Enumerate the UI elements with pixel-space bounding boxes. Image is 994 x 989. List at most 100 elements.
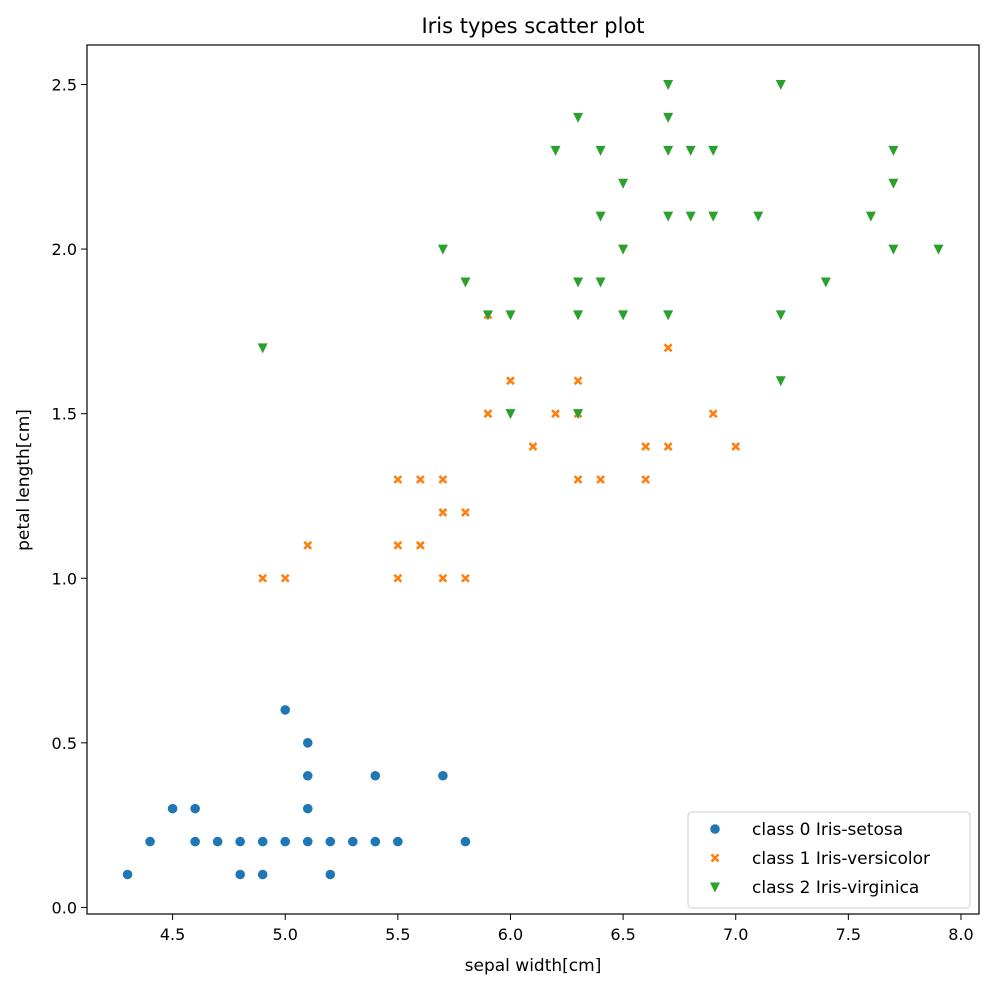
data-point bbox=[257, 343, 268, 354]
data-point bbox=[888, 178, 899, 189]
data-point bbox=[753, 211, 764, 222]
y-axis-label: petal length[cm] bbox=[14, 409, 34, 551]
data-point bbox=[775, 80, 786, 90]
data-point bbox=[641, 442, 651, 452]
x-tick-label: 5.0 bbox=[272, 925, 297, 944]
y-tick-label: 1.0 bbox=[52, 569, 77, 588]
data-point bbox=[461, 507, 470, 517]
data-point bbox=[775, 310, 786, 321]
legend: class 0 Iris-setosa class 1 Iris-versicol… bbox=[687, 811, 971, 909]
x-axis: 4.5 5.0 5.5 6.0 6.5 7.0 7.5 8.0 bbox=[160, 914, 974, 944]
data-point bbox=[438, 475, 448, 484]
data-point bbox=[437, 244, 448, 255]
data-point bbox=[573, 475, 583, 484]
data-point bbox=[641, 475, 651, 484]
plot-area bbox=[87, 45, 979, 914]
y-tick-label: 2.5 bbox=[52, 76, 77, 95]
data-point bbox=[663, 211, 674, 222]
data-point bbox=[595, 277, 606, 288]
data-point bbox=[303, 540, 313, 550]
x-tick-label: 6.5 bbox=[610, 925, 635, 944]
legend-marker bbox=[710, 824, 720, 834]
data-point bbox=[280, 705, 291, 715]
data-point bbox=[708, 145, 719, 156]
x-tick-label: 7.0 bbox=[723, 925, 748, 944]
data-point bbox=[505, 310, 516, 321]
data-point bbox=[708, 211, 719, 222]
series-2 bbox=[257, 80, 944, 420]
x-tick-label: 7.5 bbox=[836, 925, 861, 944]
data-point bbox=[663, 310, 674, 321]
data-point bbox=[663, 442, 673, 452]
data-point bbox=[438, 770, 448, 781]
x-tick-label: 4.5 bbox=[160, 925, 185, 944]
data-point bbox=[347, 836, 358, 847]
data-point bbox=[370, 836, 381, 847]
data-point bbox=[167, 803, 178, 814]
data-point bbox=[258, 573, 268, 583]
data-point bbox=[482, 310, 493, 321]
data-point bbox=[370, 770, 381, 781]
data-point bbox=[393, 573, 403, 583]
chart-title: Iris types scatter plot bbox=[421, 14, 644, 38]
data-point bbox=[393, 836, 403, 847]
data-point bbox=[573, 277, 584, 288]
data-point bbox=[933, 244, 944, 255]
legend-box bbox=[687, 811, 971, 909]
legend-marker bbox=[710, 882, 720, 893]
data-point bbox=[685, 145, 696, 156]
data-point bbox=[663, 145, 674, 156]
data-point bbox=[595, 145, 606, 156]
data-point bbox=[663, 112, 674, 123]
x-tick-label: 6.0 bbox=[498, 925, 523, 944]
data-point bbox=[302, 738, 313, 748]
data-point bbox=[573, 310, 584, 321]
data-points bbox=[122, 80, 944, 880]
y-tick-label: 0.5 bbox=[52, 734, 77, 753]
data-point bbox=[865, 211, 876, 222]
legend-marker bbox=[710, 853, 720, 863]
data-point bbox=[618, 244, 629, 255]
data-point bbox=[145, 836, 155, 847]
data-point bbox=[820, 277, 831, 288]
data-point bbox=[415, 475, 425, 484]
x-axis-label: sepal width[cm] bbox=[465, 956, 602, 976]
data-point bbox=[461, 573, 470, 583]
data-point bbox=[595, 211, 606, 222]
data-point bbox=[888, 145, 899, 156]
data-point bbox=[888, 244, 899, 255]
data-point bbox=[280, 836, 291, 847]
data-point bbox=[685, 211, 696, 222]
data-point bbox=[505, 409, 516, 420]
data-point bbox=[663, 343, 673, 353]
data-point bbox=[257, 869, 268, 880]
data-point bbox=[460, 277, 471, 288]
data-point bbox=[596, 475, 605, 484]
y-tick-label: 2.0 bbox=[52, 240, 77, 259]
data-point bbox=[325, 836, 336, 847]
y-tick-label: 1.5 bbox=[52, 405, 77, 424]
x-tick-label: 8.0 bbox=[948, 925, 973, 944]
data-point bbox=[483, 409, 493, 419]
data-point bbox=[618, 178, 629, 189]
data-point bbox=[415, 540, 425, 550]
data-point bbox=[731, 442, 741, 452]
x-tick-label: 5.5 bbox=[385, 925, 410, 944]
data-point bbox=[551, 409, 560, 419]
data-point bbox=[325, 869, 336, 880]
data-point bbox=[708, 409, 718, 419]
data-point bbox=[618, 310, 629, 321]
data-point bbox=[280, 573, 290, 583]
data-point bbox=[235, 869, 245, 880]
legend-entry: class 2 Iris-virginica bbox=[752, 878, 919, 898]
data-point bbox=[438, 507, 448, 517]
plot-frame bbox=[86, 44, 980, 915]
data-point bbox=[663, 80, 674, 90]
data-point bbox=[302, 803, 313, 814]
data-point bbox=[190, 836, 200, 847]
data-point bbox=[775, 376, 786, 387]
data-point bbox=[460, 836, 471, 847]
data-point bbox=[190, 803, 200, 814]
series-0 bbox=[122, 705, 471, 880]
